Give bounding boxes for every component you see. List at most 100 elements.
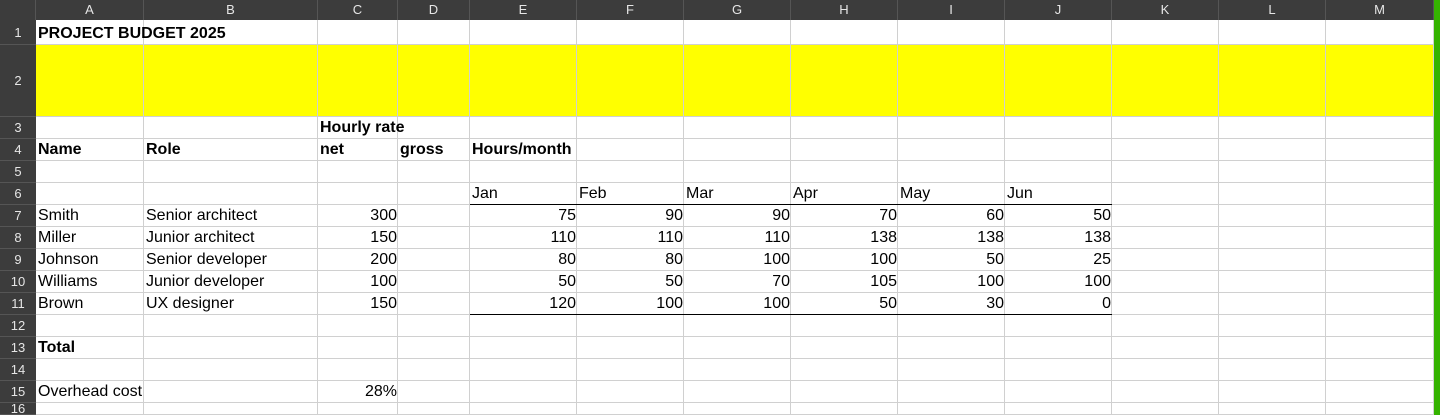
cell-name[interactable]: Williams xyxy=(38,273,98,290)
cell-gross-header[interactable]: gross xyxy=(400,141,444,158)
cell-hours[interactable]: 50 xyxy=(558,273,576,290)
cell-role[interactable]: Junior developer xyxy=(146,273,265,290)
cell-role[interactable]: UX designer xyxy=(146,295,235,312)
cell-role[interactable]: Junior architect xyxy=(146,229,255,246)
cell-name[interactable]: Smith xyxy=(38,207,79,224)
column-header-e[interactable]: E xyxy=(470,0,577,20)
cell-hours[interactable]: 50 xyxy=(986,251,1004,268)
cell-role-header[interactable]: Role xyxy=(146,141,181,158)
cell-name-header[interactable]: Name xyxy=(38,141,82,158)
cell-month-feb[interactable]: Feb xyxy=(579,185,607,202)
cell-rate-net[interactable]: 200 xyxy=(370,251,397,268)
column-header-j[interactable]: J xyxy=(1005,0,1112,20)
row-header-4[interactable]: 4 xyxy=(0,139,36,161)
cell-hours[interactable]: 138 xyxy=(1084,229,1111,246)
cell-hours[interactable]: 60 xyxy=(986,207,1004,224)
row-header-11[interactable]: 11 xyxy=(0,293,36,315)
cell-hours[interactable]: 100 xyxy=(977,273,1004,290)
cell-hours[interactable]: 80 xyxy=(558,251,576,268)
cell-month-may[interactable]: May xyxy=(900,185,931,202)
cell-overhead-value[interactable]: 28% xyxy=(364,383,397,400)
column-header-i[interactable]: I xyxy=(898,0,1005,20)
cell-month-apr[interactable]: Apr xyxy=(793,185,818,202)
cell-hours[interactable]: 30 xyxy=(986,295,1004,312)
row-header-2[interactable]: 2 xyxy=(0,45,36,117)
cell-hours[interactable]: 50 xyxy=(879,295,897,312)
row-header-7[interactable]: 7 xyxy=(0,205,36,227)
grid-line-horizontal xyxy=(36,248,1434,249)
cell-rate-net[interactable]: 150 xyxy=(370,229,397,246)
cell-hours[interactable]: 100 xyxy=(870,251,897,268)
grid-line-horizontal xyxy=(36,182,1434,183)
cell-hours[interactable]: 138 xyxy=(977,229,1004,246)
cell-hours[interactable]: 90 xyxy=(772,207,790,224)
cell-hours[interactable]: 100 xyxy=(1084,273,1111,290)
cell-rate-net[interactable]: 300 xyxy=(370,207,397,224)
cell-total-label[interactable]: Total xyxy=(38,339,76,356)
grid-line-horizontal xyxy=(36,292,1434,293)
grid-line-vertical xyxy=(317,20,318,415)
cell-hours[interactable]: 138 xyxy=(870,229,897,246)
column-header-m[interactable]: M xyxy=(1326,0,1434,20)
column-header-l[interactable]: L xyxy=(1219,0,1326,20)
cell-hours[interactable]: 80 xyxy=(665,251,683,268)
cell-month-jan[interactable]: Jan xyxy=(472,185,498,202)
grid-line-horizontal xyxy=(36,116,1434,117)
grid-line-vertical xyxy=(1111,20,1112,415)
cell-title[interactable]: PROJECT BUDGET 2025 xyxy=(38,25,226,42)
cell-name[interactable]: Miller xyxy=(38,229,77,246)
column-header-h[interactable]: H xyxy=(791,0,898,20)
row-header-1[interactable]: 1 xyxy=(0,20,36,45)
cell-hours[interactable]: 70 xyxy=(879,207,897,224)
row-header-12[interactable]: 12 xyxy=(0,315,36,337)
cell-month-mar[interactable]: Mar xyxy=(686,185,714,202)
row-header-9[interactable]: 9 xyxy=(0,249,36,271)
grid-line-vertical xyxy=(683,20,684,415)
row-header-13[interactable]: 13 xyxy=(0,337,36,359)
row-header-5[interactable]: 5 xyxy=(0,161,36,183)
cell-hours[interactable]: 90 xyxy=(665,207,683,224)
row-header-6[interactable]: 6 xyxy=(0,183,36,205)
cell-net-header[interactable]: net xyxy=(320,141,344,158)
cell-role[interactable]: Senior architect xyxy=(146,207,258,224)
cell-hours[interactable]: 50 xyxy=(1093,207,1111,224)
cell-month-jun[interactable]: Jun xyxy=(1007,185,1033,202)
highlighted-row-2 xyxy=(36,45,1434,117)
cell-name[interactable]: Johnson xyxy=(38,251,99,268)
cell-hours[interactable]: 25 xyxy=(1093,251,1111,268)
cell-overhead-label[interactable]: Overhead cost xyxy=(38,383,143,400)
column-header-c[interactable]: C xyxy=(318,0,398,20)
cell-rate-net[interactable]: 100 xyxy=(370,273,397,290)
cell-hours[interactable]: 100 xyxy=(656,295,683,312)
cell-hours[interactable]: 120 xyxy=(549,295,576,312)
cell-name[interactable]: Brown xyxy=(38,295,84,312)
cell-hours[interactable]: 75 xyxy=(558,207,576,224)
row-header-15[interactable]: 15 xyxy=(0,381,36,403)
column-header-f[interactable]: F xyxy=(577,0,684,20)
cell-hours[interactable]: 110 xyxy=(657,229,683,246)
cell-hours[interactable]: 110 xyxy=(764,229,790,246)
cell-role[interactable]: Senior developer xyxy=(146,251,267,268)
row-header-16[interactable]: 16 xyxy=(0,401,36,416)
column-header-d[interactable]: D xyxy=(398,0,470,20)
row-header-3[interactable]: 3 xyxy=(0,117,36,139)
cell-hours-month-header[interactable]: Hours/month xyxy=(472,141,572,158)
border-under-hours xyxy=(470,314,1112,315)
column-header-k[interactable]: K xyxy=(1112,0,1219,20)
cell-hourly-rate-header[interactable]: Hourly rate xyxy=(320,119,405,136)
row-header-10[interactable]: 10 xyxy=(0,271,36,293)
cell-hours[interactable]: 0 xyxy=(1102,295,1111,312)
row-header-8[interactable]: 8 xyxy=(0,227,36,249)
cell-hours[interactable]: 105 xyxy=(870,273,897,290)
select-all-corner[interactable] xyxy=(0,0,36,20)
column-header-g[interactable]: G xyxy=(684,0,791,20)
cell-rate-net[interactable]: 150 xyxy=(370,295,397,312)
cell-hours[interactable]: 70 xyxy=(772,273,790,290)
cell-hours[interactable]: 110 xyxy=(550,229,576,246)
cell-hours[interactable]: 50 xyxy=(665,273,683,290)
column-header-a[interactable]: A xyxy=(36,0,144,20)
cell-hours[interactable]: 100 xyxy=(763,295,790,312)
cell-hours[interactable]: 100 xyxy=(763,251,790,268)
row-header-14[interactable]: 14 xyxy=(0,359,36,381)
column-header-b[interactable]: B xyxy=(144,0,318,20)
